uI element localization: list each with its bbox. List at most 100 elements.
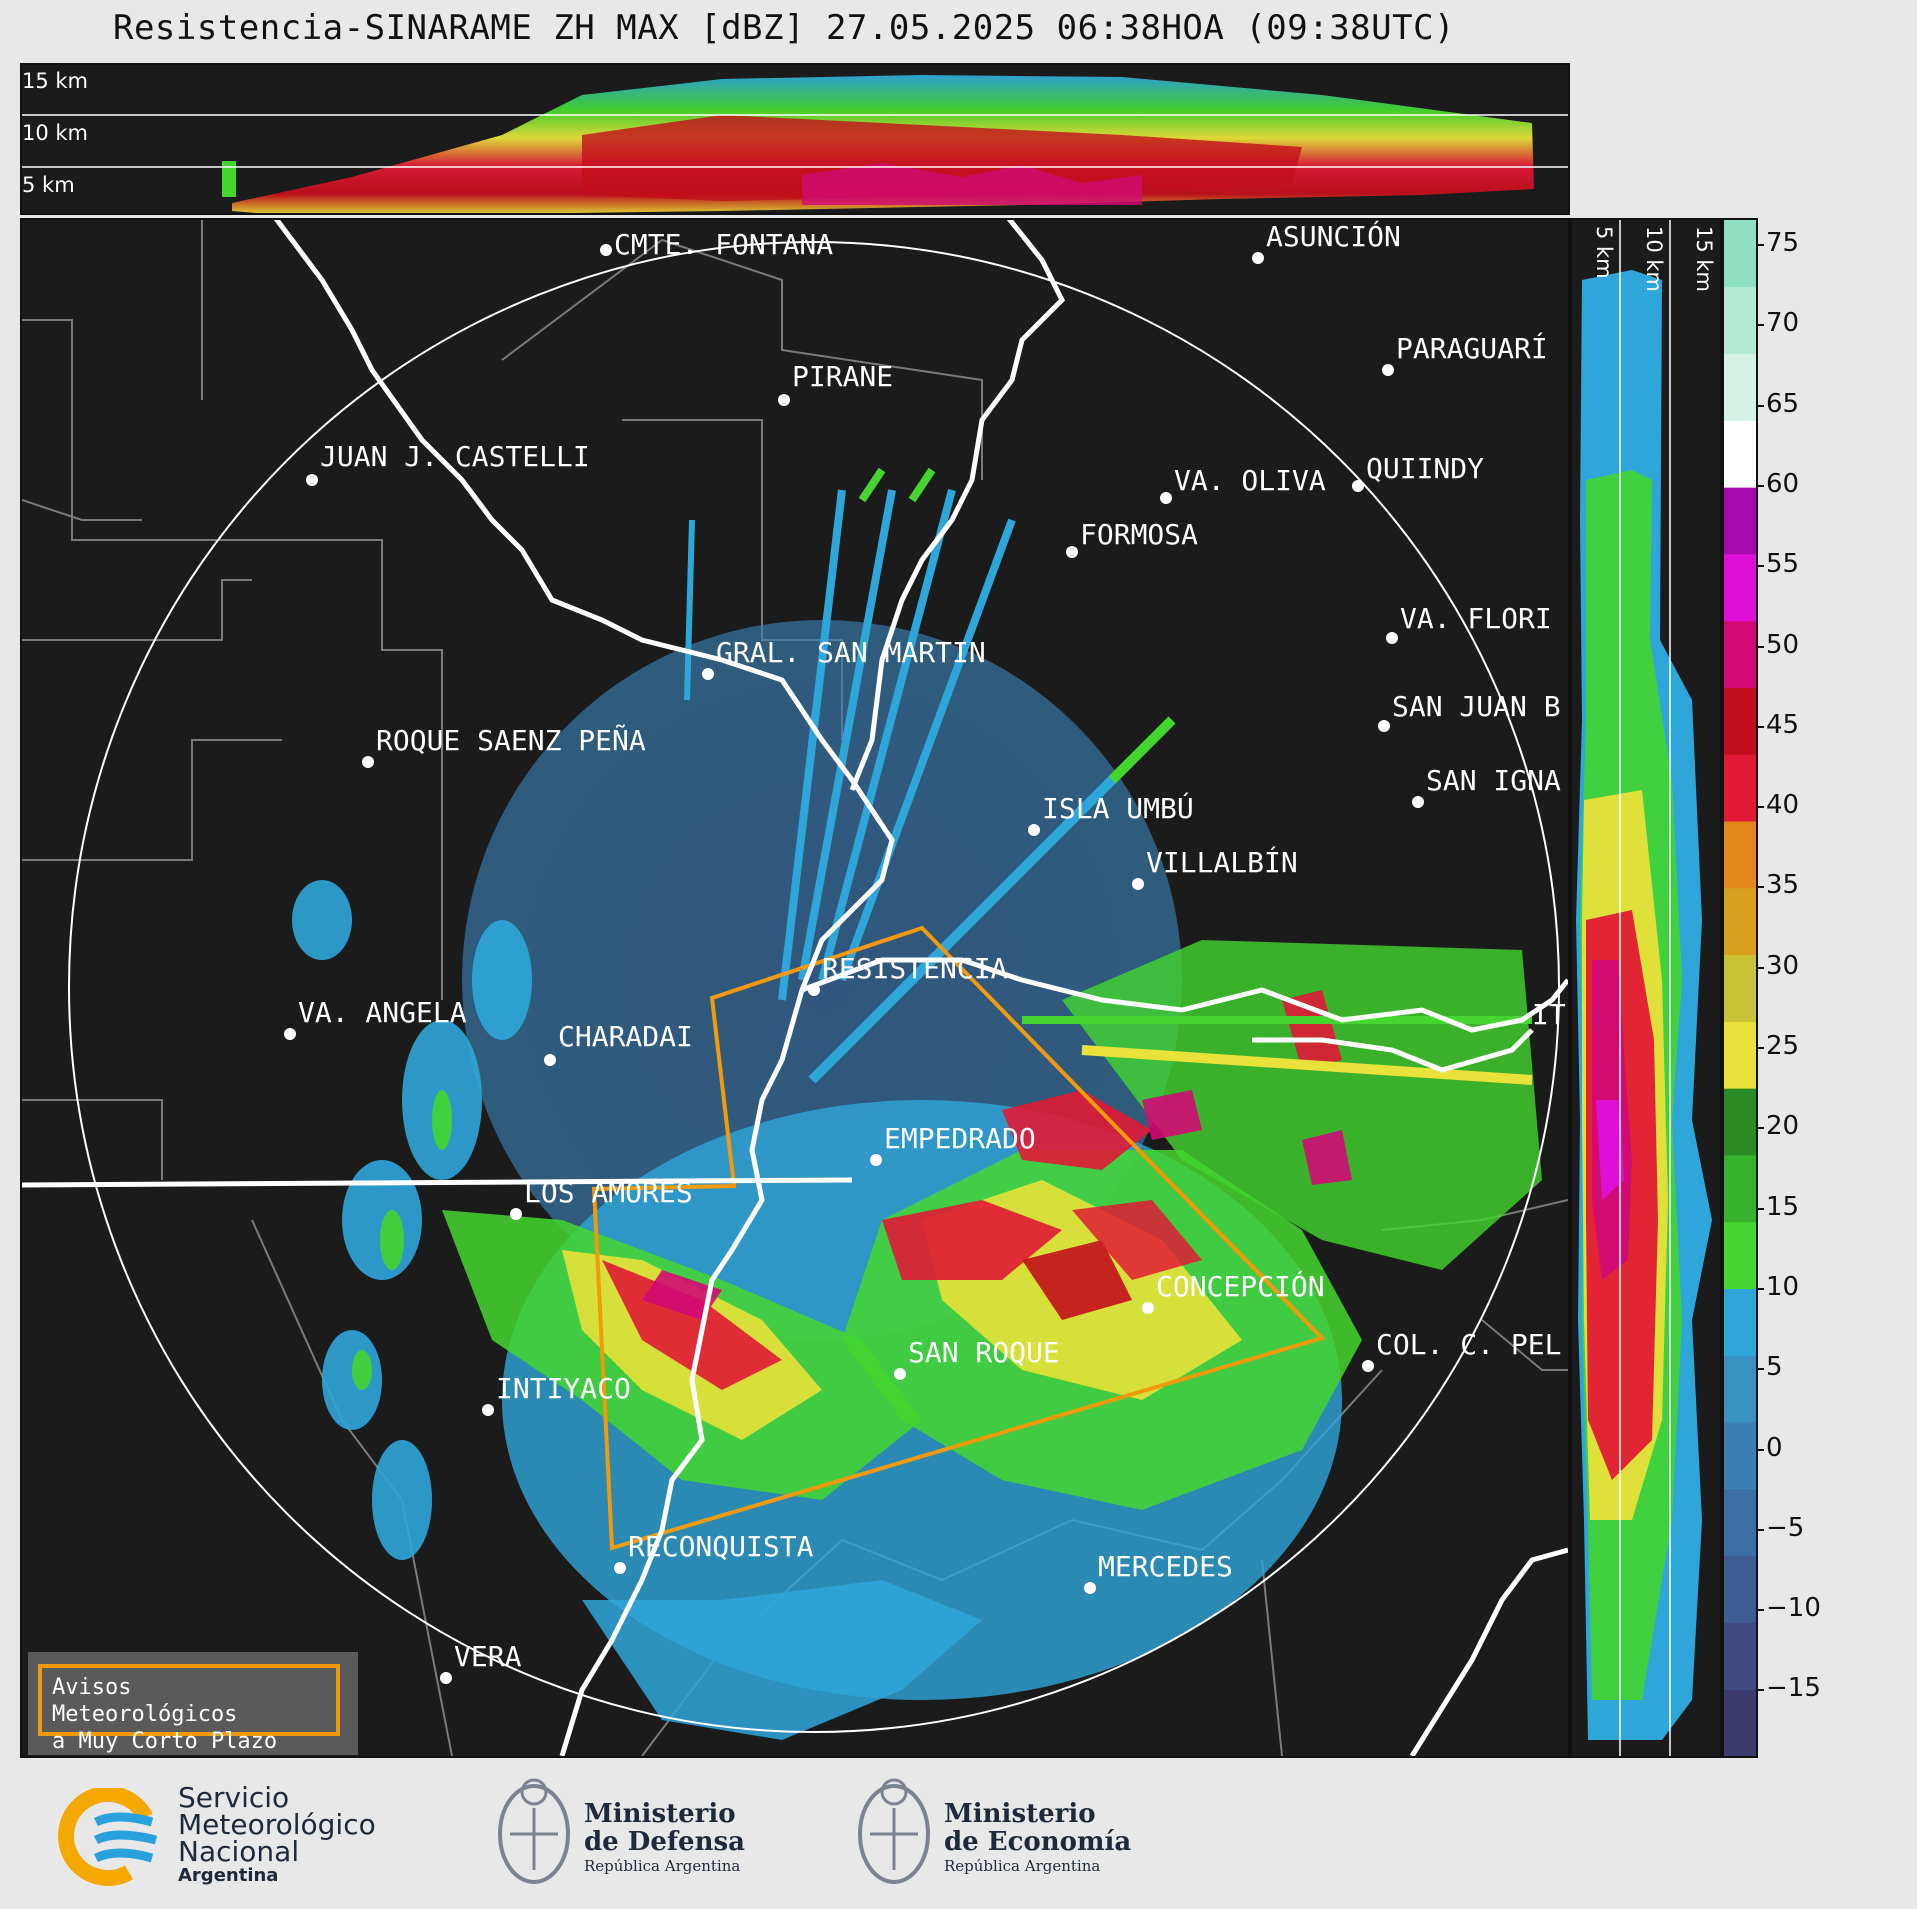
colorbar-tick-label: 35 xyxy=(1755,870,1800,901)
city-label: QUIINDY xyxy=(1366,452,1485,485)
warning-legend: Avisos Meteorológicos a Muy Corto Plazo xyxy=(28,1652,358,1755)
colorbar-tick-label: −15 xyxy=(1756,1673,1821,1704)
colorbar-tick-label: 65 xyxy=(1755,388,1800,419)
city-label: CMTE. FONTANA xyxy=(614,228,834,261)
top-altitude-10km: 10 km xyxy=(22,121,89,145)
colorbar-band xyxy=(1724,887,1756,956)
colorbar-band xyxy=(1724,1154,1756,1223)
city-marker xyxy=(600,244,612,256)
city-marker xyxy=(1084,1582,1096,1594)
city-marker xyxy=(1160,492,1172,504)
city-label: SAN JUAN B xyxy=(1392,690,1561,723)
city-label: CHARADAI xyxy=(558,1020,693,1053)
city-label: MERCEDES xyxy=(1098,1550,1233,1583)
city-label: COL. C. PEL xyxy=(1376,1328,1562,1361)
colorbar-band xyxy=(1724,1422,1756,1490)
city-label: CONCEPCIÓN xyxy=(1156,1270,1325,1303)
map-title: Resistencia-SINARAME ZH MAX [dBZ] 27.05.… xyxy=(112,8,1456,48)
city-marker xyxy=(870,1154,882,1166)
colorbar-band xyxy=(1724,353,1756,421)
colorbar-tick-label: 45 xyxy=(1755,709,1800,740)
colorbar-tick-label: 40 xyxy=(1755,790,1800,821)
city-marker xyxy=(440,1672,452,1684)
defensa-seal-icon xyxy=(498,1778,570,1884)
city-marker xyxy=(1378,720,1390,732)
city-marker xyxy=(1352,480,1364,492)
colorbar-band xyxy=(1724,821,1756,889)
colorbar-tick-label: 25 xyxy=(1755,1031,1800,1061)
city-marker xyxy=(1412,796,1424,808)
colorbar-band xyxy=(1724,1355,1756,1423)
city-marker xyxy=(544,1054,556,1066)
economia-logo-line2: de Economía xyxy=(944,1827,1132,1857)
defensa-logo-line1: Ministerio xyxy=(584,1799,736,1829)
colorbar-band xyxy=(1724,687,1756,755)
city-marker xyxy=(1362,1360,1374,1372)
colorbar-band xyxy=(1724,754,1756,822)
colorbar-tick-label: 70 xyxy=(1755,308,1800,339)
city-marker xyxy=(510,1208,522,1220)
colorbar-tick-label: 55 xyxy=(1755,549,1800,580)
city-label: VA. ANGELA xyxy=(298,996,467,1029)
colorbar-band xyxy=(1724,487,1756,555)
colorbar-band xyxy=(1724,220,1756,288)
city-label: IT xyxy=(1532,998,1566,1031)
city-marker xyxy=(362,756,374,768)
city-marker xyxy=(1028,824,1040,836)
city-label: SAN IGNA xyxy=(1426,764,1561,797)
colorbar-tick-label: 20 xyxy=(1755,1111,1800,1142)
colorbar-band xyxy=(1724,1021,1756,1089)
economia-logo-text: Ministerio de Economía República Argenti… xyxy=(944,1800,1131,1876)
city-marker xyxy=(778,394,790,406)
colorbar-band xyxy=(1724,1221,1756,1290)
colorbar-band xyxy=(1724,1555,1756,1623)
colorbar-tick-label: 15 xyxy=(1755,1191,1800,1222)
right-altitude-10km: 10 km xyxy=(1642,226,1666,293)
colorbar-band xyxy=(1724,1488,1756,1557)
top-cross-section-plot xyxy=(22,75,1568,213)
smn-logo-line2: Meteorológico xyxy=(178,1808,376,1841)
city-label: ASUNCIÓN xyxy=(1266,220,1401,253)
city-label: GRAL. SAN MARTIN xyxy=(716,636,986,669)
city-marker xyxy=(1252,252,1264,264)
colorbar-tick-label: 50 xyxy=(1755,629,1800,660)
city-label: JUAN J. CASTELLI xyxy=(320,440,590,473)
city-label: RECONQUISTA xyxy=(628,1530,814,1563)
defensa-logo-line3: República Argentina xyxy=(584,1857,741,1875)
warning-legend-box: Avisos Meteorológicos a Muy Corto Plazo xyxy=(38,1664,340,1754)
smn-logo-line1: Servicio xyxy=(178,1781,290,1814)
colorbar-tick-label: 75 xyxy=(1755,228,1800,258)
economia-logo-line1: Ministerio xyxy=(944,1799,1096,1829)
economia-seal-icon xyxy=(858,1778,930,1884)
city-label: EMPEDRADO xyxy=(884,1122,1036,1155)
city-marker xyxy=(1386,632,1398,644)
defensa-logo-line2: de Defensa xyxy=(584,1827,745,1857)
city-marker xyxy=(306,474,318,486)
city-marker xyxy=(894,1368,906,1380)
smn-logo-text: Servicio Meteorológico Nacional Argentin… xyxy=(178,1784,376,1887)
colorbar-tick-label: 5 xyxy=(1756,1352,1783,1383)
right-cross-section-plot xyxy=(1576,220,1712,1756)
city-label: VERA xyxy=(454,1640,522,1673)
colorbar-tick-label: 0 xyxy=(1756,1432,1783,1463)
radar-map: CMTE. FONTANA ASUNCIÓN PARAGUARÍ PIRANE … xyxy=(20,218,1570,1758)
dbz-colorbar-scale xyxy=(1724,220,1756,1757)
smn-logo-line4: Argentina xyxy=(178,1865,279,1886)
city-label: ISLA UMBÚ xyxy=(1042,792,1194,825)
smn-logo-icon xyxy=(58,1788,158,1886)
colorbar-band xyxy=(1724,1622,1756,1690)
colorbar-band xyxy=(1724,954,1756,1022)
city-label: VILLALBÍN xyxy=(1146,846,1298,879)
city-marker xyxy=(614,1562,626,1574)
colorbar-band xyxy=(1724,1088,1756,1156)
city-marker xyxy=(1142,1302,1154,1314)
colorbar-tick-label: 30 xyxy=(1755,950,1800,981)
right-altitude-15km: 15 km xyxy=(1692,226,1716,293)
city-label: FORMOSA xyxy=(1080,518,1199,551)
city-marker xyxy=(808,984,820,996)
right-altitude-5km: 5 km xyxy=(1592,226,1616,279)
city-label: ROQUE SAENZ PEÑA xyxy=(376,724,646,757)
city-label: VA. OLIVA xyxy=(1174,464,1326,497)
city-label: PIRANE xyxy=(792,360,894,393)
defensa-logo-text: Ministerio de Defensa República Argentin… xyxy=(584,1800,745,1876)
